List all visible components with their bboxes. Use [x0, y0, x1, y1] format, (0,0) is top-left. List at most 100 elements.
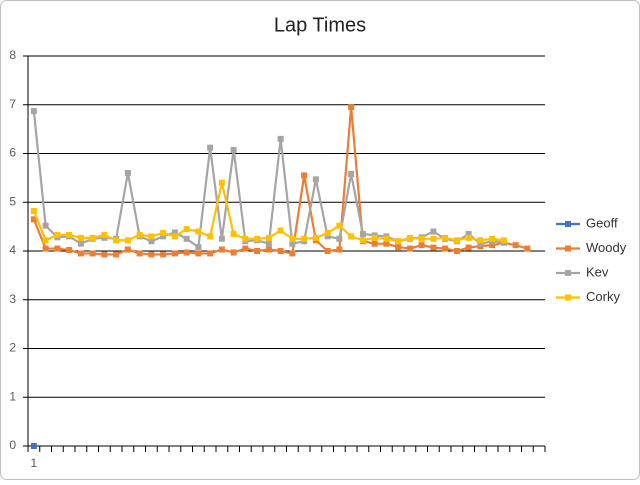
- marker: [218, 235, 225, 242]
- marker: [277, 227, 284, 234]
- marker: [512, 242, 519, 249]
- marker: [42, 237, 49, 244]
- y-tick-label: 3: [9, 292, 16, 306]
- marker: [242, 235, 249, 242]
- marker: [124, 170, 131, 176]
- marker: [89, 250, 96, 257]
- marker: [254, 248, 261, 254]
- marker: [148, 251, 155, 258]
- marker: [477, 240, 484, 247]
- marker: [242, 245, 249, 252]
- marker: [207, 233, 214, 240]
- marker: [406, 245, 413, 252]
- marker: [348, 104, 355, 111]
- marker: [477, 237, 484, 244]
- marker: [465, 230, 472, 237]
- marker: [312, 234, 319, 241]
- marker: [54, 245, 61, 252]
- legend-label: Corky: [586, 289, 620, 304]
- x-tick-label: 1: [31, 456, 38, 470]
- marker: [183, 249, 190, 256]
- legend-label: Geoff: [586, 215, 618, 230]
- marker: [218, 179, 225, 186]
- marker: [207, 250, 214, 257]
- marker: [30, 443, 37, 449]
- marker: [77, 250, 84, 257]
- y-tick-label: 7: [9, 97, 16, 111]
- marker: [465, 244, 472, 251]
- marker: [113, 237, 120, 244]
- marker: [89, 234, 96, 241]
- marker: [171, 229, 178, 236]
- marker: [348, 233, 355, 240]
- chart-title: Lap Times: [274, 14, 366, 36]
- marker: [489, 242, 496, 249]
- marker: [465, 234, 472, 241]
- marker: [160, 233, 167, 240]
- marker: [500, 237, 507, 244]
- marker: [324, 233, 331, 240]
- legend-marker: [565, 270, 571, 276]
- marker: [406, 234, 413, 241]
- marker: [101, 251, 108, 258]
- marker: [195, 228, 202, 235]
- marker: [489, 235, 496, 242]
- y-tick-label: 0: [9, 438, 16, 452]
- marker: [124, 237, 131, 244]
- y-tick-label: 1: [9, 389, 16, 403]
- marker: [277, 135, 284, 142]
- marker: [395, 238, 402, 245]
- marker: [265, 234, 272, 241]
- marker: [77, 234, 84, 241]
- marker: [289, 235, 296, 242]
- marker: [171, 250, 178, 257]
- marker: [359, 230, 366, 237]
- marker: [54, 231, 61, 238]
- marker: [453, 248, 460, 254]
- legend-marker: [565, 245, 571, 252]
- marker: [230, 249, 237, 256]
- marker: [136, 250, 143, 257]
- legend-marker: [565, 294, 571, 301]
- marker: [42, 245, 49, 252]
- marker: [30, 208, 37, 215]
- marker: [77, 240, 84, 247]
- marker: [160, 229, 167, 236]
- marker: [430, 235, 437, 242]
- marker: [136, 231, 143, 238]
- marker: [148, 238, 155, 245]
- marker: [348, 170, 355, 177]
- marker: [336, 222, 343, 229]
- marker: [383, 240, 390, 247]
- y-tick-label: 4: [9, 243, 16, 257]
- marker: [160, 251, 167, 258]
- marker: [324, 248, 331, 254]
- y-tick-label: 8: [9, 48, 16, 62]
- marker: [442, 245, 449, 252]
- y-tick-label: 5: [9, 194, 16, 208]
- legend-marker: [565, 221, 571, 227]
- y-tick-label: 6: [9, 146, 16, 160]
- marker: [101, 231, 108, 238]
- marker: [324, 229, 331, 236]
- marker: [336, 246, 343, 253]
- marker: [113, 251, 120, 258]
- marker: [336, 235, 343, 242]
- marker: [418, 235, 425, 242]
- marker: [371, 234, 378, 241]
- marker: [301, 172, 308, 179]
- marker: [524, 245, 531, 252]
- marker: [359, 237, 366, 244]
- marker: [301, 235, 308, 242]
- marker: [66, 231, 73, 238]
- marker: [430, 244, 437, 251]
- marker: [430, 228, 437, 235]
- marker: [371, 240, 378, 247]
- marker: [277, 248, 284, 254]
- legend-label: Kev: [586, 264, 609, 279]
- marker: [312, 176, 319, 183]
- marker: [30, 216, 37, 223]
- marker: [254, 235, 261, 242]
- marker: [195, 244, 202, 251]
